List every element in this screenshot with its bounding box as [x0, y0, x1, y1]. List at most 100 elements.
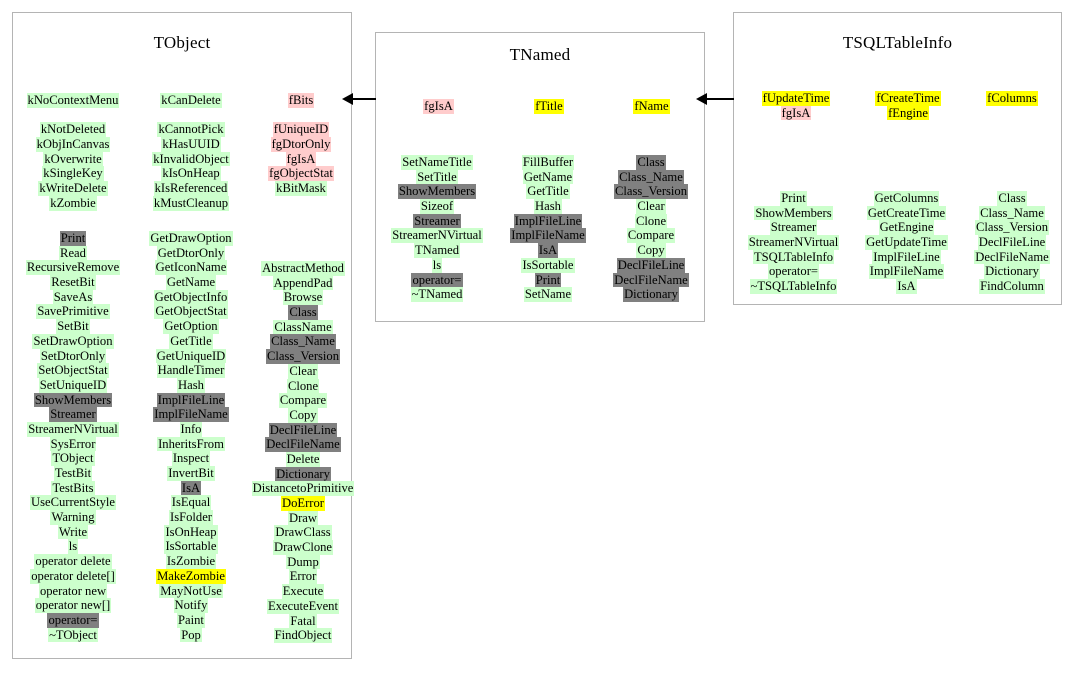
member-getdrawoption[interactable]: GetDrawOption: [135, 231, 247, 246]
member-class[interactable]: Class: [962, 191, 1062, 206]
member-class-name[interactable]: Class_Name: [602, 169, 700, 185]
member-getoption[interactable]: GetOption: [135, 319, 247, 334]
member-invertbit[interactable]: InvertBit: [135, 466, 247, 481]
member-declfileline[interactable]: DeclFileLine: [251, 422, 355, 438]
member-warning[interactable]: Warning: [13, 510, 133, 525]
member-streamer[interactable]: Streamer: [13, 407, 133, 422]
member-class[interactable]: Class: [602, 155, 700, 170]
member-setbit[interactable]: SetBit: [13, 319, 133, 334]
member-getname[interactable]: GetName: [135, 275, 247, 290]
member-dictionary[interactable]: Dictionary: [602, 287, 700, 302]
class-box-tnamed[interactable]: TNamed fgIsA fTitle fName SetNameTitle Se…: [375, 32, 705, 322]
member-makezombie[interactable]: MakeZombie: [135, 568, 247, 584]
member-getobjectinfo[interactable]: GetObjectInfo: [135, 289, 247, 305]
member-getobjectstat[interactable]: GetObjectStat: [135, 304, 247, 320]
member-hash[interactable]: Hash: [135, 377, 247, 393]
member-notify[interactable]: Notify: [135, 598, 247, 613]
member-setobjectstat[interactable]: SetObjectStat: [13, 363, 133, 378]
member-tnamed[interactable]: ~TNamed: [382, 287, 492, 302]
member-declfileline[interactable]: DeclFileLine: [602, 257, 700, 273]
member-copy[interactable]: Copy: [602, 243, 700, 258]
member-kwritedelete[interactable]: kWriteDelete: [13, 181, 133, 196]
member-tobject[interactable]: TObject: [13, 451, 133, 467]
member-syserror[interactable]: SysError: [13, 436, 133, 452]
member-tsqltableinfo[interactable]: ~TSQLTableInfo: [736, 279, 851, 294]
member-getname[interactable]: GetName: [497, 169, 599, 185]
member-isequal[interactable]: IsEqual: [135, 495, 247, 511]
member-inheritsfrom[interactable]: InheritsFrom: [135, 436, 247, 452]
member-operator[interactable]: operator=: [736, 264, 851, 280]
member-kzombie[interactable]: kZombie: [13, 195, 133, 211]
member-getengine[interactable]: GetEngine: [854, 220, 959, 236]
member-tsqltableinfo[interactable]: TSQLTableInfo: [736, 249, 851, 265]
member-setdrawoption[interactable]: SetDrawOption: [13, 333, 133, 349]
member-fcolumns[interactable]: fColumns: [964, 91, 1060, 106]
member-draw[interactable]: Draw: [251, 510, 355, 526]
member-executeevent[interactable]: ExecuteEvent: [251, 598, 355, 614]
member-drawclass[interactable]: DrawClass: [251, 525, 355, 541]
member-fcreatetime[interactable]: fCreateTime: [856, 91, 960, 106]
member-funiqueid[interactable]: fUniqueID: [251, 122, 351, 138]
member-kmustcleanup[interactable]: kMustCleanup: [135, 195, 247, 211]
member-streamer[interactable]: Streamer: [382, 213, 492, 229]
member-inspect[interactable]: Inspect: [135, 451, 247, 467]
member-streamernvirtual[interactable]: StreamerNVirtual: [736, 235, 851, 250]
member-gettitle[interactable]: GetTitle: [135, 333, 247, 349]
member-knotdeleted[interactable]: kNotDeleted: [13, 122, 133, 138]
member-execute[interactable]: Execute: [251, 584, 355, 599]
member-findobject[interactable]: FindObject: [251, 628, 355, 643]
member-fname[interactable]: fName: [604, 99, 699, 114]
member-operator-new[interactable]: operator new: [13, 583, 133, 599]
member-fatal[interactable]: Fatal: [251, 613, 355, 629]
member-setnametitle[interactable]: SetNameTitle: [382, 155, 492, 170]
member-ls[interactable]: ls: [382, 257, 492, 273]
member-findcolumn[interactable]: FindColumn: [962, 279, 1062, 294]
member-clone[interactable]: Clone: [251, 378, 355, 394]
member-getdtoronly[interactable]: GetDtorOnly: [135, 245, 247, 261]
member-setdtoronly[interactable]: SetDtorOnly: [13, 348, 133, 364]
member-showmembers[interactable]: ShowMembers: [13, 392, 133, 408]
member-saveas[interactable]: SaveAs: [13, 289, 133, 305]
member-declfilename[interactable]: DeclFileName: [962, 249, 1062, 265]
member-dump[interactable]: Dump: [251, 554, 355, 570]
member-issortable[interactable]: IsSortable: [135, 539, 247, 555]
member-hash[interactable]: Hash: [497, 199, 599, 214]
member-kcannotpick[interactable]: kCannotPick: [135, 122, 247, 138]
member-operator-delete[interactable]: operator delete[]: [13, 568, 133, 584]
member-fengine[interactable]: fEngine: [856, 105, 960, 121]
member-operator[interactable]: operator=: [382, 272, 492, 288]
member-implfileline[interactable]: ImplFileLine: [135, 392, 247, 408]
class-box-tsqltableinfo[interactable]: TSQLTableInfo fUpdateTime fgIsA fCreateTi…: [733, 12, 1062, 305]
member-paint[interactable]: Paint: [135, 612, 247, 628]
member-kcandelete[interactable]: kCanDelete: [135, 93, 247, 108]
member-iszombie[interactable]: IsZombie: [135, 554, 247, 569]
member-khasuuid[interactable]: kHasUUID: [135, 137, 247, 152]
member-geticonname[interactable]: GetIconName: [135, 260, 247, 276]
member-kisreferenced[interactable]: kIsReferenced: [135, 181, 247, 196]
member-class-version[interactable]: Class_Version: [602, 184, 700, 200]
member-clear[interactable]: Clear: [602, 199, 700, 214]
member-dictionary[interactable]: Dictionary: [251, 466, 355, 482]
member-implfileline[interactable]: ImplFileLine: [854, 249, 959, 265]
member-fgdtoronly[interactable]: fgDtorOnly: [251, 137, 351, 152]
member-ls[interactable]: ls: [13, 539, 133, 555]
member-streamernvirtual[interactable]: StreamerNVirtual: [382, 228, 492, 244]
member-fgisa[interactable]: fgIsA: [386, 99, 491, 114]
member-write[interactable]: Write: [13, 524, 133, 540]
member-implfilename[interactable]: ImplFileName: [497, 228, 599, 244]
member-kobjincanvas[interactable]: kObjInCanvas: [13, 137, 133, 152]
member-fgisa[interactable]: fgIsA: [742, 105, 850, 121]
member-isa[interactable]: IsA: [854, 279, 959, 294]
member-doerror[interactable]: DoError: [251, 496, 355, 511]
member-fbits[interactable]: fBits: [251, 93, 351, 108]
member-dictionary[interactable]: Dictionary: [962, 264, 1062, 280]
class-box-tobject[interactable]: TObject kNoContextMenu kNotDeleted kObjInC…: [12, 12, 355, 659]
member-knocontextmenu[interactable]: kNoContextMenu: [13, 93, 133, 108]
member-handletimer[interactable]: HandleTimer: [135, 363, 247, 378]
member-resetbit[interactable]: ResetBit: [13, 275, 133, 290]
member-tobject[interactable]: ~TObject: [13, 627, 133, 643]
member-isa[interactable]: IsA: [135, 480, 247, 496]
member-appendpad[interactable]: AppendPad: [251, 275, 355, 291]
member-pop[interactable]: Pop: [135, 627, 247, 643]
member-read[interactable]: Read: [13, 245, 133, 261]
